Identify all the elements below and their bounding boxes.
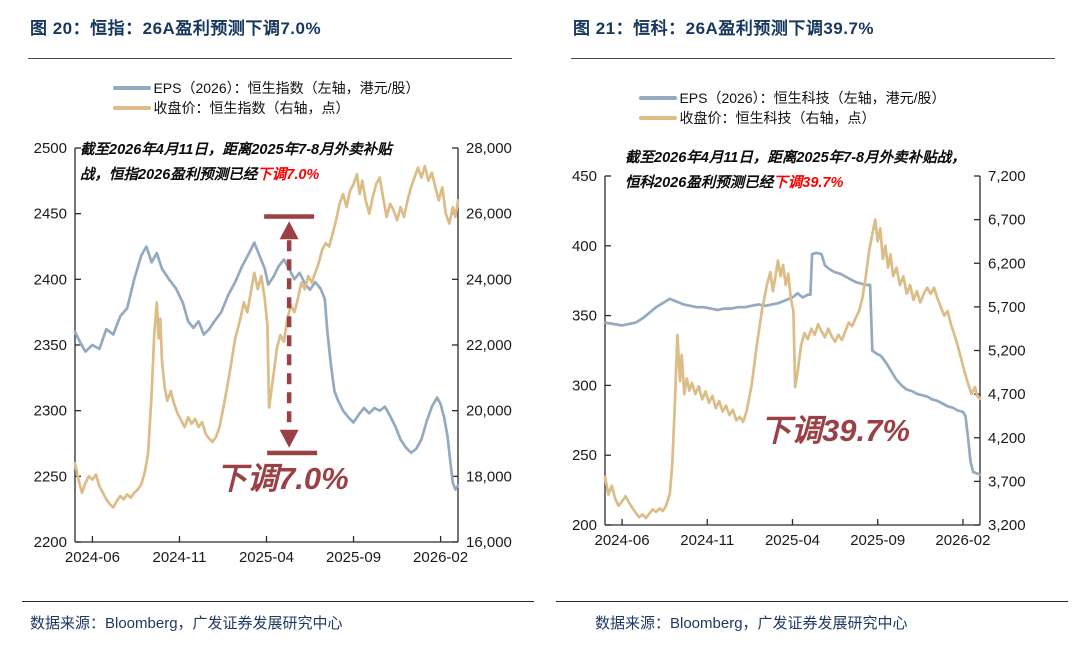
close-line-swatch	[113, 105, 152, 110]
y-right-tick-label: 26,000	[466, 206, 512, 223]
arrow-up-head	[279, 221, 299, 240]
eps-line-swatch	[113, 85, 152, 90]
x-tick-label: 2025-04	[765, 532, 820, 549]
eps-line-series	[603, 251, 982, 477]
close-price-series	[603, 218, 982, 520]
y-right-tick-label: 3,200	[988, 517, 1026, 534]
annotation-line1: 截至2026年4月11日，距离2025年7-8月外卖补贴	[80, 142, 392, 158]
x-tick-label: 2025-09	[326, 549, 381, 566]
arrow-bottom-cap	[267, 450, 318, 456]
figure-20-source: 数据来源：Bloomberg，广发证券发展研究中心	[30, 615, 343, 632]
x-tick-label: 2024-11	[680, 532, 734, 549]
annotation-line2: 战，恒指2026盈利预测已经下调7.0%	[80, 167, 320, 183]
y-left-tick-label: 250	[572, 447, 597, 464]
arrow-top-cap	[264, 214, 315, 219]
legend-item-eps: EPS（2026）：恒生科技（左轴，港元/股）	[639, 88, 946, 107]
y-left-tick-label: 2300	[34, 403, 67, 420]
legend-label: EPS（2026）：恒生指数（左轴，港元/股）	[153, 79, 420, 96]
y-right-tick-label: 28,000	[466, 140, 512, 157]
y-left-tick-label: 200	[572, 517, 597, 534]
y-left-tick-label: 300	[572, 377, 597, 394]
x-tick-label: 2024-06	[595, 532, 650, 549]
y-right-tick-label: 18,000	[466, 468, 512, 485]
figure-21-legend: EPS（2026）：恒生科技（左轴，港元/股） 收盘价：恒生科技（右轴，点）	[605, 88, 980, 127]
y-left-tick-label: 2400	[34, 271, 67, 288]
legend-item-close: 收盘价：恒生指数（右轴，点）	[113, 98, 419, 117]
y-left-tick-label: 2200	[34, 534, 67, 551]
y-left-tick-label: 400	[572, 238, 597, 255]
legend-label: EPS（2026）：恒生科技（左轴，港元/股）	[679, 89, 946, 106]
x-tick-label: 2025-09	[850, 532, 905, 549]
figure-20-source-rule	[22, 601, 534, 602]
y-right-tick-label: 5,700	[988, 299, 1026, 316]
figure-20-annotation: 截至2026年4月11日，距离2025年7-8月外卖补贴 战，恒指2026盈利预…	[80, 138, 392, 188]
x-tick-label: 2024-06	[65, 549, 120, 566]
figure-20-legend: EPS（2026）：恒生指数（左轴，港元/股） 收盘价：恒生指数（右轴，点）	[75, 78, 458, 117]
eps-line-series	[73, 241, 460, 491]
y-right-tick-label: 16,000	[466, 534, 512, 551]
y-right-tick-label: 4,700	[988, 386, 1026, 403]
y-right-tick-label: 4,200	[988, 430, 1026, 447]
figure-21-title-rule	[571, 58, 1055, 59]
legend-item-eps: EPS（2026）：恒生指数（左轴，港元/股）	[113, 78, 420, 97]
annotation-line1: 截至2026年4月11日，距离2025年7-8月外卖补贴战，	[625, 150, 966, 166]
figure-21-title: 图 21：恒科：26A盈利预测下调39.7%	[573, 19, 875, 38]
x-tick-label: 2025-04	[239, 549, 294, 566]
y-left-tick-label: 2500	[34, 140, 67, 157]
y-right-tick-label: 3,700	[988, 473, 1026, 490]
figure-21-source: 数据来源：Bloomberg，广发证券发展研究中心	[595, 615, 908, 632]
x-tick-label: 2026-02	[935, 532, 990, 549]
figure-20-title-rule	[28, 58, 512, 59]
y-left-tick-label: 350	[572, 308, 597, 325]
x-tick-label: 2024-11	[152, 549, 206, 566]
close-price-series	[73, 164, 460, 509]
y-right-tick-label: 5,200	[988, 343, 1026, 360]
figure-21-annotation: 截至2026年4月11日，距离2025年7-8月外卖补贴战， 恒科2026盈利预…	[625, 146, 966, 196]
figure-21-source-rule	[556, 601, 1068, 602]
figure-20-callout: 下调7.0%	[216, 461, 349, 496]
figure-21-callout: 下调39.7%	[760, 413, 910, 448]
y-right-tick-label: 6,700	[988, 212, 1026, 229]
annotation-line2: 恒科2026盈利预测已经下调39.7%	[625, 175, 844, 191]
y-left-tick-label: 450	[572, 168, 597, 185]
close-line-swatch	[639, 115, 678, 120]
legend-label: 收盘价：恒生科技（右轴，点）	[679, 109, 876, 126]
legend-label: 收盘价：恒生指数（右轴，点）	[153, 99, 350, 116]
y-left-tick-label: 2250	[34, 468, 67, 485]
x-tick-label: 2026-02	[413, 549, 468, 566]
annotation-highlight: 下调39.7%	[773, 175, 844, 191]
y-right-tick-label: 20,000	[466, 403, 512, 420]
figure-20-title: 图 20：恒指：26A盈利预测下调7.0%	[30, 19, 322, 38]
y-left-tick-label: 2350	[34, 337, 67, 354]
eps-line-swatch	[639, 95, 678, 100]
y-right-tick-label: 24,000	[466, 271, 512, 288]
y-right-tick-label: 7,200	[988, 168, 1026, 185]
y-right-tick-label: 22,000	[466, 337, 512, 354]
annotation-highlight: 下调7.0%	[257, 167, 320, 183]
arrow-down-head	[279, 429, 299, 448]
y-left-tick-label: 2450	[34, 206, 67, 223]
legend-item-close: 收盘价：恒生科技（右轴，点）	[639, 108, 945, 127]
y-right-tick-label: 6,200	[988, 255, 1026, 272]
